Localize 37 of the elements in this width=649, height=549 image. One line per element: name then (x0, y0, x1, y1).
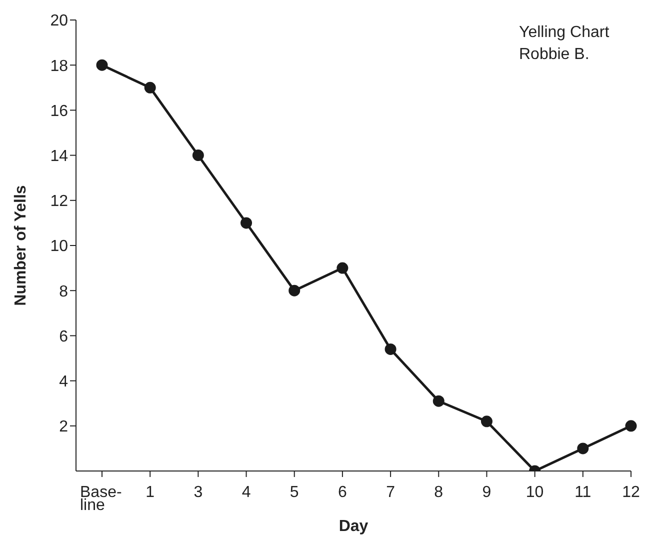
y-tick-label: 18 (50, 58, 68, 75)
y-tick-label: 4 (59, 373, 68, 390)
y-tick-label: 2 (59, 418, 68, 436)
x-axis-title: Day (338, 518, 368, 535)
y-tick-label: 12 (50, 193, 68, 210)
x-tick-label: 4 (242, 484, 251, 501)
x-tick-label: Base- line (80, 484, 122, 514)
y-tick-label: 20 (50, 12, 68, 30)
point (432, 395, 444, 407)
x-tick-label: 5 (290, 484, 299, 501)
point (625, 420, 637, 432)
point (144, 82, 156, 94)
point (240, 217, 252, 229)
y-tick-label: 14 (50, 148, 68, 165)
annotation: Yelling Chart (519, 23, 610, 43)
x-tick-label: 8 (434, 484, 444, 501)
x-tick-label: 1 (146, 484, 155, 501)
point (384, 343, 396, 355)
point (288, 284, 300, 296)
x-tick-label: 9 (482, 484, 492, 501)
x-tick-label: 6 (338, 484, 347, 501)
point (480, 416, 492, 428)
y-tick-label: 6 (59, 328, 68, 346)
point (96, 59, 108, 71)
x-tick-label: 11 (574, 484, 592, 501)
y-tick-label: 8 (59, 283, 68, 300)
point (192, 150, 204, 162)
annotation: Robbie B. (519, 45, 590, 65)
y-axis-title: Number of Yells (12, 185, 30, 306)
x-tick-label: 10 (526, 484, 544, 501)
y-tick-label: 16 (50, 102, 68, 120)
x-tick-label: 3 (194, 484, 203, 501)
point (336, 262, 348, 274)
x-tick-label: 7 (386, 484, 396, 501)
x-tick-label: 12 (622, 484, 640, 501)
y-tick-label: 10 (50, 238, 68, 256)
point (577, 442, 589, 454)
